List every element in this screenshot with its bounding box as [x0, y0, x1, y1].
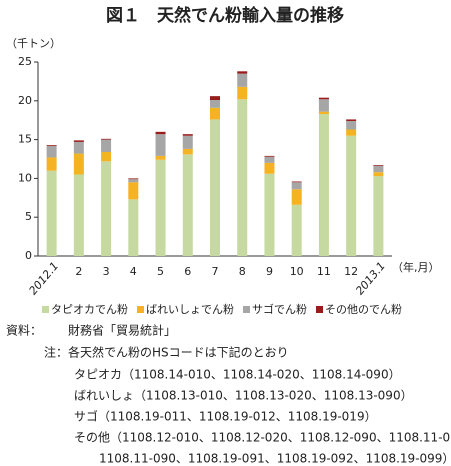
- bar-segment: [373, 176, 384, 256]
- bar-segment: [101, 139, 112, 153]
- bar-segment: [155, 134, 166, 156]
- legend-swatch: [137, 306, 144, 313]
- bar-segment: [373, 165, 384, 173]
- bar-segment: [73, 153, 84, 175]
- note-line: 1108.11-090、1108.19-091、1108.19-092、1108…: [99, 452, 451, 466]
- note: 各天然でん粉のHSコードは下記のとおり: [68, 345, 289, 360]
- x-tick-label: 3: [103, 265, 110, 278]
- y-tick-label: 0: [25, 249, 32, 262]
- bar-segment: [101, 161, 112, 256]
- x-tick-label: 4: [130, 265, 137, 278]
- legend-label: サゴでん粉: [252, 302, 307, 316]
- bar-segment: [210, 119, 220, 256]
- bar-segment: [73, 140, 84, 142]
- x-tick-label: 12: [344, 265, 358, 278]
- bar-segment: [291, 204, 302, 256]
- bar-segment: [346, 135, 357, 256]
- bar-segment: [101, 138, 112, 140]
- note-line: ばれいしょ（1108.13-010、1108.13-020、1108.13-09…: [74, 389, 413, 403]
- legend-swatch: [316, 306, 323, 313]
- bar-segment: [264, 162, 275, 174]
- note-line: サゴ（1108.19-011、1108.19-012、1108.19-019）: [74, 409, 377, 424]
- bar-segment: [237, 71, 248, 74]
- bar-segment: [73, 174, 84, 256]
- bar-segment: [46, 145, 57, 146]
- y-tick-label: 10: [18, 171, 32, 184]
- bar-segment: [46, 170, 57, 256]
- source: 財務省「貿易統計」: [68, 323, 176, 338]
- x-tick-label: 6: [184, 265, 191, 278]
- bar-segment: [237, 73, 248, 87]
- x-tick-label: 9: [266, 265, 273, 278]
- legend-swatch: [42, 306, 49, 313]
- note-line: タピオカ（1108.14-010、1108.14-020、1108.14-090…: [74, 368, 401, 382]
- bar-segment: [264, 156, 275, 163]
- bar-segment: [182, 134, 193, 136]
- bar-segment: [182, 154, 193, 256]
- bar-segment: [73, 141, 84, 154]
- bar-segment: [264, 173, 275, 256]
- bar-segment: [291, 182, 302, 190]
- y-unit: （千トン）: [6, 37, 61, 50]
- note-label: 注：: [44, 345, 68, 360]
- bar-segment: [128, 182, 139, 200]
- bar-segment: [210, 96, 220, 101]
- bar-segment: [318, 111, 329, 114]
- bar-segment: [346, 129, 357, 136]
- x-tick-label: 8: [239, 265, 246, 278]
- bar-segment: [264, 155, 275, 157]
- bar-segment: [346, 119, 357, 121]
- bar-segment: [318, 97, 329, 100]
- legend-label: ばれいしょでん粉: [146, 303, 234, 316]
- note-line: その他（1108.12-010、1108.12-020、1108.12-090、…: [74, 431, 451, 445]
- bar-segment: [291, 181, 302, 183]
- bar-segment: [155, 159, 166, 256]
- bar-segment: [46, 145, 57, 158]
- bar-segment: [237, 86, 248, 100]
- source-label: 資料：: [6, 324, 42, 338]
- bar-segment: [373, 165, 384, 166]
- bar-segment: [210, 100, 220, 108]
- bar-segment: [318, 99, 329, 112]
- y-tick-label: 15: [18, 133, 32, 146]
- x-tick-label: 11: [317, 265, 331, 278]
- bar-segment: [346, 120, 357, 130]
- bar-segment: [155, 155, 166, 160]
- bar-segment: [182, 135, 193, 149]
- x-tick-label: 10: [290, 265, 304, 278]
- x-unit: （年,月）: [392, 260, 440, 274]
- bar-segment: [318, 113, 329, 256]
- bar-segment: [46, 157, 57, 171]
- x-tick-label: 5: [157, 265, 164, 278]
- y-tick-label: 20: [18, 94, 32, 107]
- bar-segment: [373, 172, 384, 177]
- legend-label: その他のでん粉: [325, 303, 402, 316]
- bar-segment: [155, 131, 166, 135]
- bar-segment: [128, 199, 139, 256]
- legend-label: タピオカでん粉: [51, 303, 128, 316]
- x-tick-label: 2012.1: [27, 260, 62, 298]
- bar-segment: [128, 178, 139, 180]
- bar-segment: [291, 189, 302, 205]
- bar-segment: [210, 107, 220, 120]
- x-tick-label: 2013.1: [353, 260, 388, 298]
- y-tick-label: 25: [18, 55, 32, 68]
- bar-segment: [128, 179, 139, 183]
- bar-segment: [237, 99, 248, 256]
- x-tick-label: 7: [212, 265, 219, 278]
- bar-segment: [101, 152, 112, 162]
- legend-swatch: [243, 306, 250, 313]
- y-tick-label: 5: [25, 210, 32, 223]
- chart-title: 図１ 天然でん粉輸入量の推移: [106, 5, 344, 26]
- x-tick-label: 2: [75, 265, 82, 278]
- bar-segment: [182, 148, 193, 155]
